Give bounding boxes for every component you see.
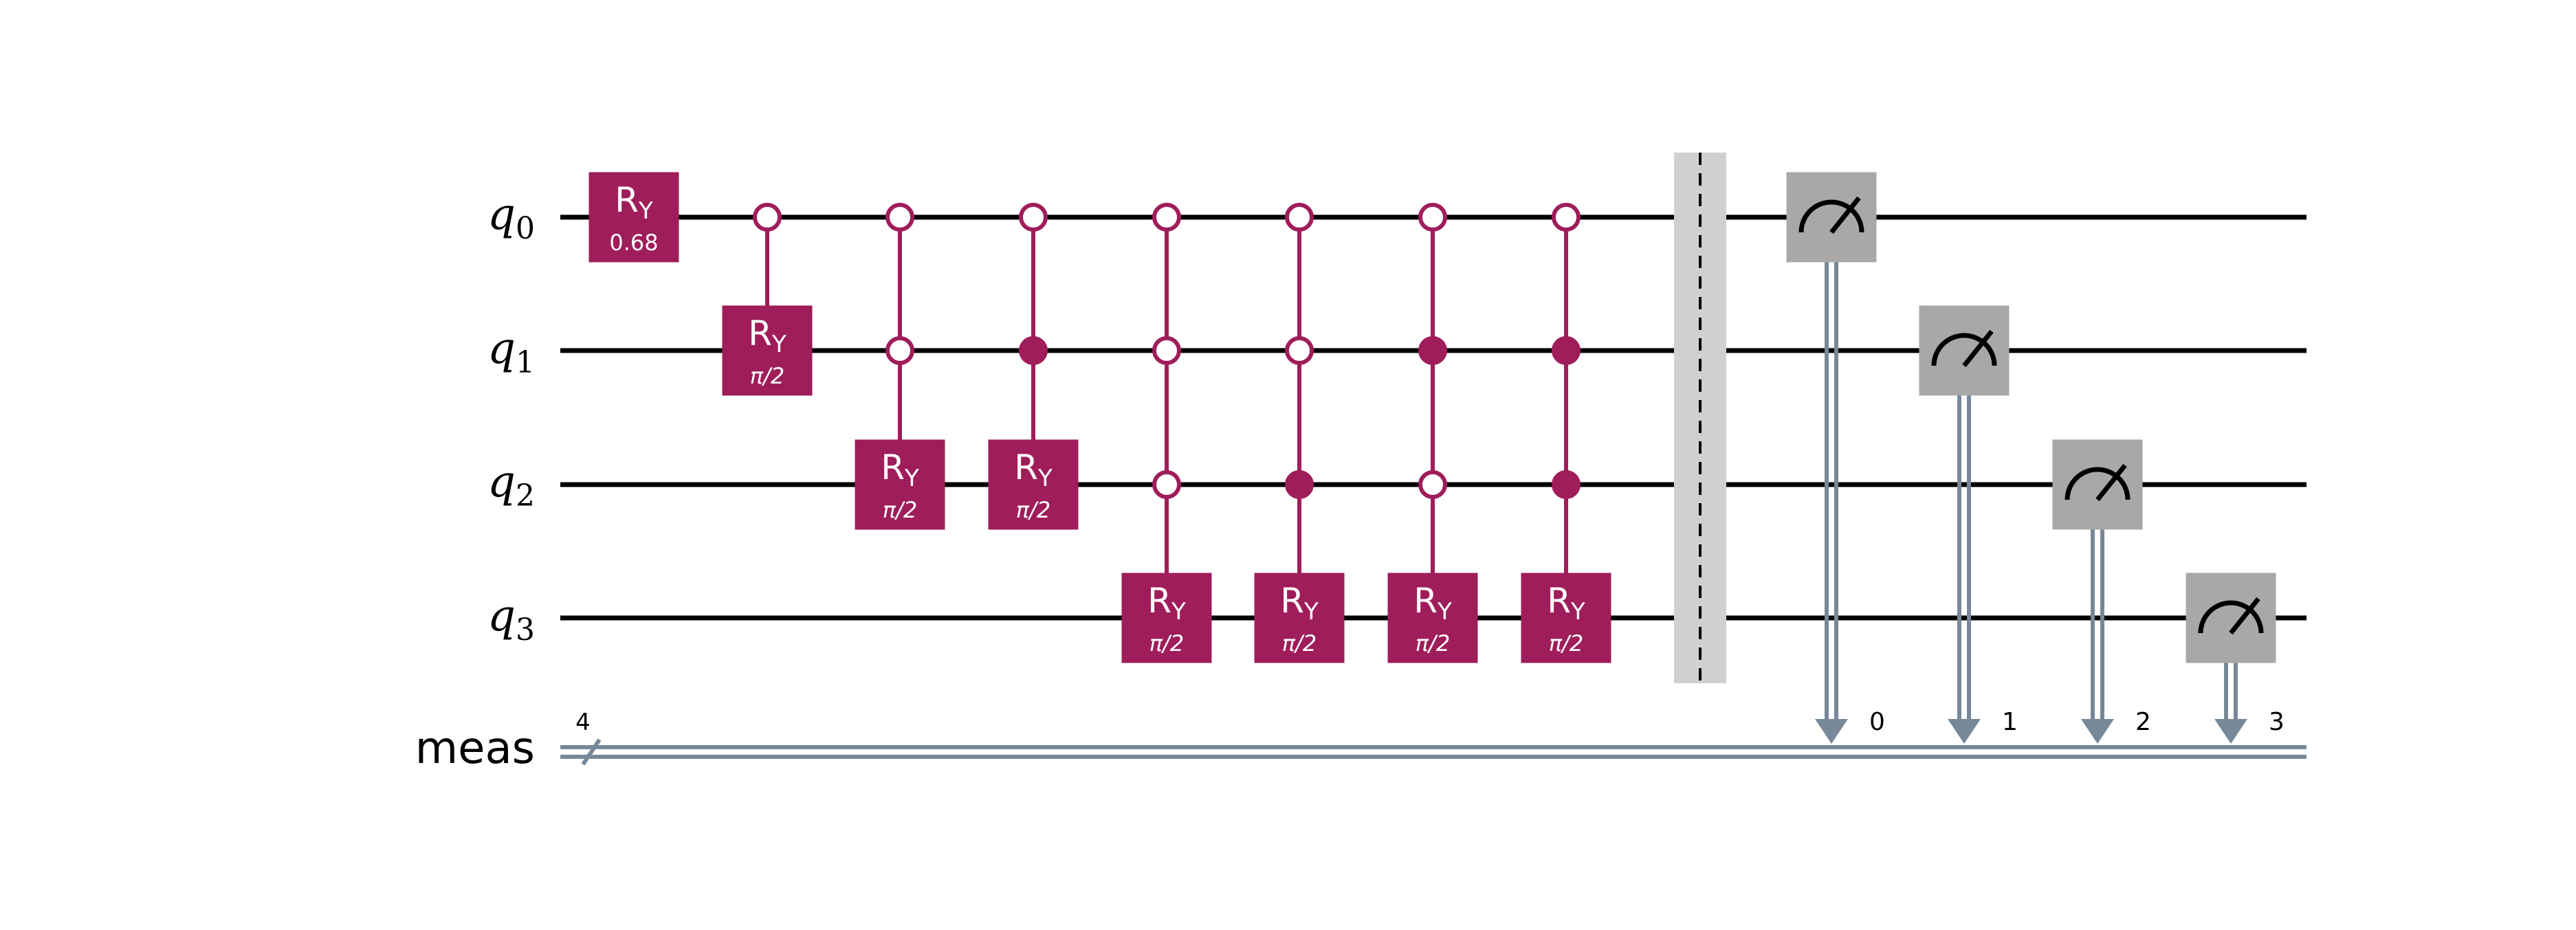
ry-gate-label-6: RY [1413,581,1452,625]
classical-bit-label-0: 0 [1869,708,1885,736]
open-control-dot-4-1 [1152,336,1181,365]
ry-gate-param-4: π/2 [1149,630,1184,656]
open-control-dot-1-0 [753,203,782,232]
open-control-dot-4-0 [1152,203,1181,232]
ry-gate-param-0: 0.68 [609,230,658,256]
meter-arc-icon-1 [1931,333,1997,366]
ry-gate-label-0: RY [615,180,653,225]
measure-gate-2: 2 [2052,439,2151,744]
ry-gate-label-7: RY [1547,581,1585,625]
barrier-band [1674,153,1726,683]
measure-box-1 [1919,305,2010,396]
ry-gate-box-7 [1521,573,1611,663]
meter-arc-icon-0 [1798,199,1864,233]
measure-arrow-0 [1815,719,1848,744]
ry-gate-box-2 [855,439,945,530]
ry-gate-box-1 [722,305,813,396]
measure-arrow-3 [2214,719,2247,744]
filled-control-dot-7-2 [1552,470,1581,499]
measure-box-2 [2052,439,2143,530]
ry-gate-1: RY π/2 [722,203,813,396]
classical-wire [560,738,2307,766]
classical-bit-label-3: 3 [2269,708,2285,736]
measure-box-3 [2186,573,2276,663]
meter-needle-icon-2 [2095,463,2127,502]
open-control-dot-6-2 [1418,470,1447,499]
ry-gate-3: RY π/2 [988,203,1079,530]
ry-gate-label-4: RY [1147,581,1186,625]
filled-control-dot-7-1 [1552,336,1581,365]
ry-gate-param-6: π/2 [1416,630,1450,656]
ry-gate-label-1: RY [748,313,786,358]
ry-gate-2: RY π/2 [855,203,945,530]
open-control-dot-2-0 [885,203,914,232]
meter-needle-icon-1 [1962,329,1994,368]
open-control-dot-4-2 [1152,470,1181,499]
classical-register-size: 4 [575,709,591,736]
ry-gate-box-5 [1254,573,1345,663]
ry-gate-6: RY π/2 [1387,203,1478,663]
measure-arrow-1 [1948,719,1981,744]
open-control-dot-2-1 [885,336,914,365]
measure-box-0 [1786,172,1877,263]
ry-gate-7: RY π/2 [1521,203,1611,663]
measure-gate-1: 1 [1919,305,2018,744]
open-control-dot-7-0 [1552,203,1581,232]
classical-bit-label-1: 1 [2002,708,2018,736]
ry-gate-param-3: π/2 [1016,497,1050,523]
filled-control-dot-5-2 [1285,470,1314,499]
open-control-dot-3-0 [1019,203,1048,232]
ry-gate-4: RY π/2 [1121,203,1212,663]
ry-gate-5: RY π/2 [1254,203,1345,663]
qubit-label-q3: q3 [487,590,535,647]
ry-gate-param-2: π/2 [883,497,917,523]
qubit-label-q0: q0 [487,189,535,246]
ry-gate-box-4 [1121,573,1212,663]
ry-gate-param-1: π/2 [750,363,784,389]
meter-needle-icon-0 [1829,196,1861,234]
ry-gate-0: RY 0.68 [588,172,679,263]
ry-gate-label-3: RY [1014,447,1053,492]
open-control-dot-5-0 [1285,203,1314,232]
ry-gate-param-5: π/2 [1282,630,1317,656]
classical-bundle-slash [581,738,602,766]
meter-arc-icon-2 [2065,467,2131,500]
meter-arc-icon-3 [2198,600,2264,634]
open-control-dot-6-0 [1418,203,1447,232]
qubit-label-q2: q2 [487,456,535,513]
barrier-layer [1674,153,1726,683]
filled-control-dot-3-1 [1019,336,1048,365]
ry-gate-box-0 [588,172,679,263]
filled-control-dot-6-1 [1418,336,1447,365]
gates-layer: RY 0.68 RY π/2 RY π/2 RY π/2 RY π/2 RY π/2 RY π/2 RY π/… [588,172,1611,663]
ry-gate-box-3 [988,439,1079,530]
ry-gate-param-7: π/2 [1549,630,1583,656]
qubit-label-q1: q1 [487,323,535,380]
ry-gate-label-2: RY [881,447,919,492]
measure-gate-0: 0 [1786,172,1885,744]
open-control-dot-5-1 [1285,336,1314,365]
measure-arrow-2 [2081,719,2114,744]
ry-gate-box-6 [1387,573,1478,663]
register-labels: q0 q1 q2 q3 meas 4 [415,189,591,774]
ry-gate-label-5: RY [1280,581,1319,625]
classical-register-label: meas [415,723,535,774]
meter-needle-icon-3 [2229,597,2260,635]
measurements-layer: 0 1 2 3 [1786,172,2285,744]
classical-bit-label-2: 2 [2135,708,2151,736]
measure-gate-3: 3 [2186,573,2285,744]
